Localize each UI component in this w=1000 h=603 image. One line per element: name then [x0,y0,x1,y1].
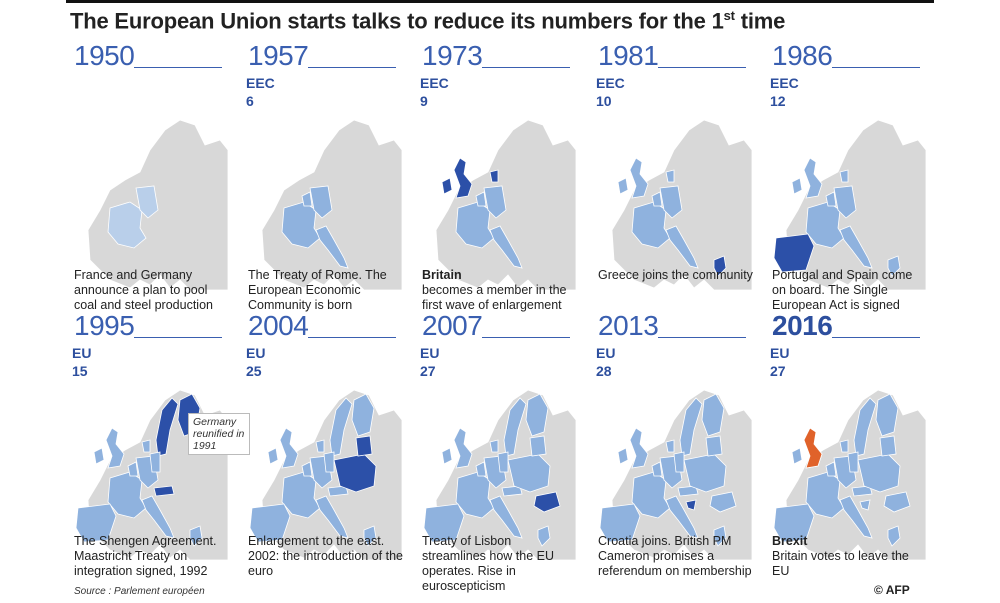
timeline-panel-2004: 2004 EU 25 Enlargement to the east. 2002:… [244,310,403,590]
membership-label: EU 27 [770,345,790,379]
eu-map [435,119,577,291]
year-rule [134,67,222,68]
timeline-panel-2007: 2007 EU 27 Treaty of Lisbon streamlines h… [418,310,577,593]
membership-label: EU 27 [420,345,440,379]
membership-label: EEC 9 [420,75,449,109]
afp-credit: © AFP [874,583,910,597]
year-label: 1957 [248,40,309,71]
membership-label: EEC 12 [770,75,799,109]
year-rule [658,67,746,68]
eu-map [87,119,229,291]
year-rule [832,67,920,68]
membership-label: EU 25 [246,345,266,379]
eu-map [599,389,753,561]
panel-description: Brexit Britain votes to leave the EU [772,534,909,578]
panel-description: France and Germany announce a plan to po… [74,268,213,312]
eu-map [261,119,403,291]
year-rule [134,337,222,338]
timeline-panel-1950: 1950 France and Germany announce a plan … [70,40,229,320]
eu-map [249,389,403,561]
germany-note: Germany reunified in 1991 [188,413,250,455]
year-rule [308,337,396,338]
timeline-panel-1981: 1981 EEC 10 Greece joins the community [594,40,753,320]
year-label: 2013 [598,310,659,341]
panel-description: Enlargement to the east. 2002: the intro… [248,534,403,578]
timeline-panel-2013: 2013 EU 28 Croatia joins. British PM Came… [594,310,753,590]
eu-map [773,389,927,561]
eu-map [773,119,927,291]
panel-description: Portugal and Spain come on board. The Si… [772,268,913,312]
year-label: 1981 [598,40,659,71]
timeline-panel-2016: 2016 EU 27 Brexit Britain votes to leave t… [768,310,927,590]
year-label: 2007 [422,310,483,341]
timeline-panel-1995: 1995 EU 15 The Shengen Agreement. Maastri… [70,310,229,590]
timeline-panel-1957: 1957 EEC 6 The Treaty of Rome. The Europe… [244,40,403,320]
timeline-panel-1986: 1986 EEC 12 Portugal and Spain come on bo… [768,40,927,320]
year-rule [482,67,570,68]
year-label: 1973 [422,40,483,71]
eu-map [611,119,753,291]
panel-description: The Treaty of Rome. The European Economi… [248,268,387,312]
top-rule [66,0,934,3]
year-label: 2016 [772,310,833,341]
year-label: 1950 [74,40,135,71]
panel-description: Britain becomes a member in the first wav… [422,268,567,312]
year-rule [482,337,570,338]
year-label: 1995 [74,310,135,341]
year-rule [308,67,396,68]
membership-label: EEC 6 [246,75,275,109]
panel-description: Croatia joins. British PM Cameron promis… [598,534,752,578]
eu-map [75,389,229,561]
timeline-panel-1973: 1973 EEC 9 Britain becomes a member in the… [418,40,577,320]
year-label: 1986 [772,40,833,71]
year-rule [832,337,920,338]
source-credit: Source : Parlement européen [74,586,205,597]
year-label: 2004 [248,310,309,341]
membership-label: EU 15 [72,345,92,379]
panel-description: The Shengen Agreement. Maastricht Treaty… [74,534,217,578]
membership-label: EU 28 [596,345,616,379]
page-title: The European Union starts talks to reduc… [70,8,786,34]
year-rule [658,337,746,338]
panel-description: Treaty of Lisbon streamlines how the EU … [422,534,555,593]
eu-map [423,389,577,561]
panel-description: Greece joins the community [598,268,753,282]
membership-label: EEC 10 [596,75,625,109]
